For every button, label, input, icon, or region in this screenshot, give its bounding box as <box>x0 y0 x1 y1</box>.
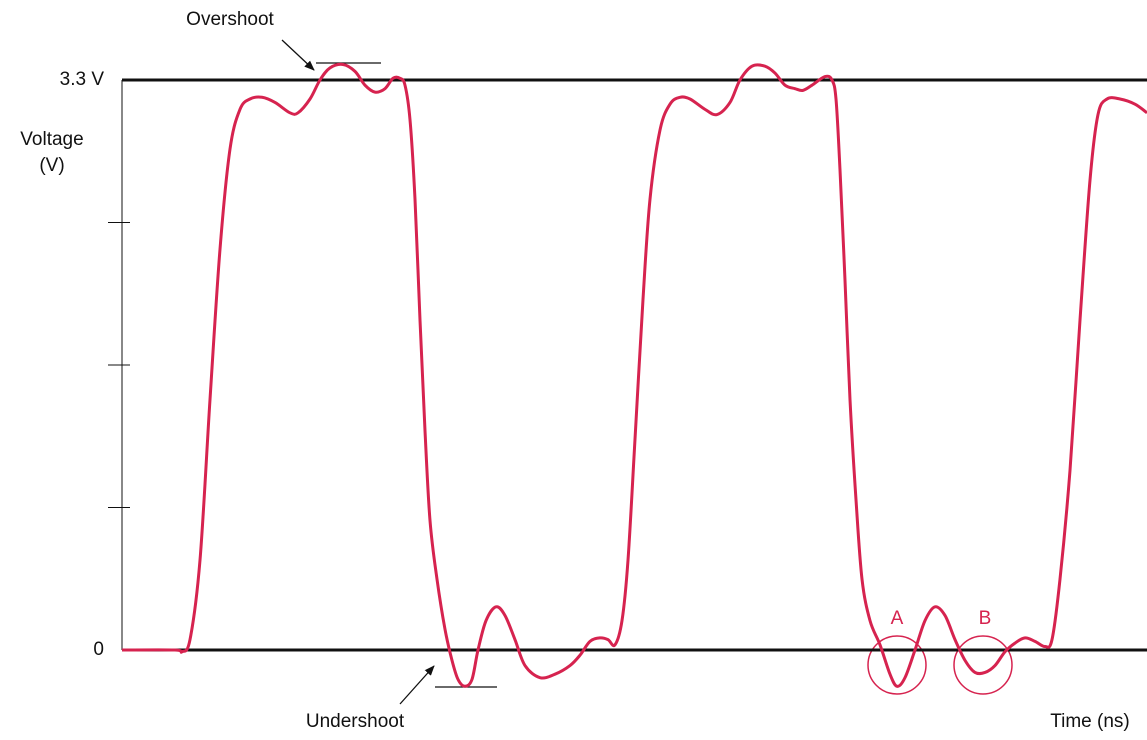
annotation-arrow <box>281 39 315 71</box>
x-axis-label: Time (ns) <box>1050 711 1130 732</box>
y-tick-label: 3.3 V <box>60 69 105 90</box>
y-axis-label: Voltage <box>20 129 83 150</box>
waveform <box>121 62 1147 688</box>
annotation: Undershoot <box>306 711 405 732</box>
highlight-circle <box>953 635 1013 695</box>
y-axis-label: (V) <box>39 155 64 176</box>
y-tick-label: 0 <box>93 639 104 660</box>
annotation: Overshoot <box>186 9 274 30</box>
annotation: A <box>891 608 904 629</box>
annotation-arrow <box>399 665 435 705</box>
highlight-circle <box>867 635 927 695</box>
annotation: B <box>979 608 992 629</box>
